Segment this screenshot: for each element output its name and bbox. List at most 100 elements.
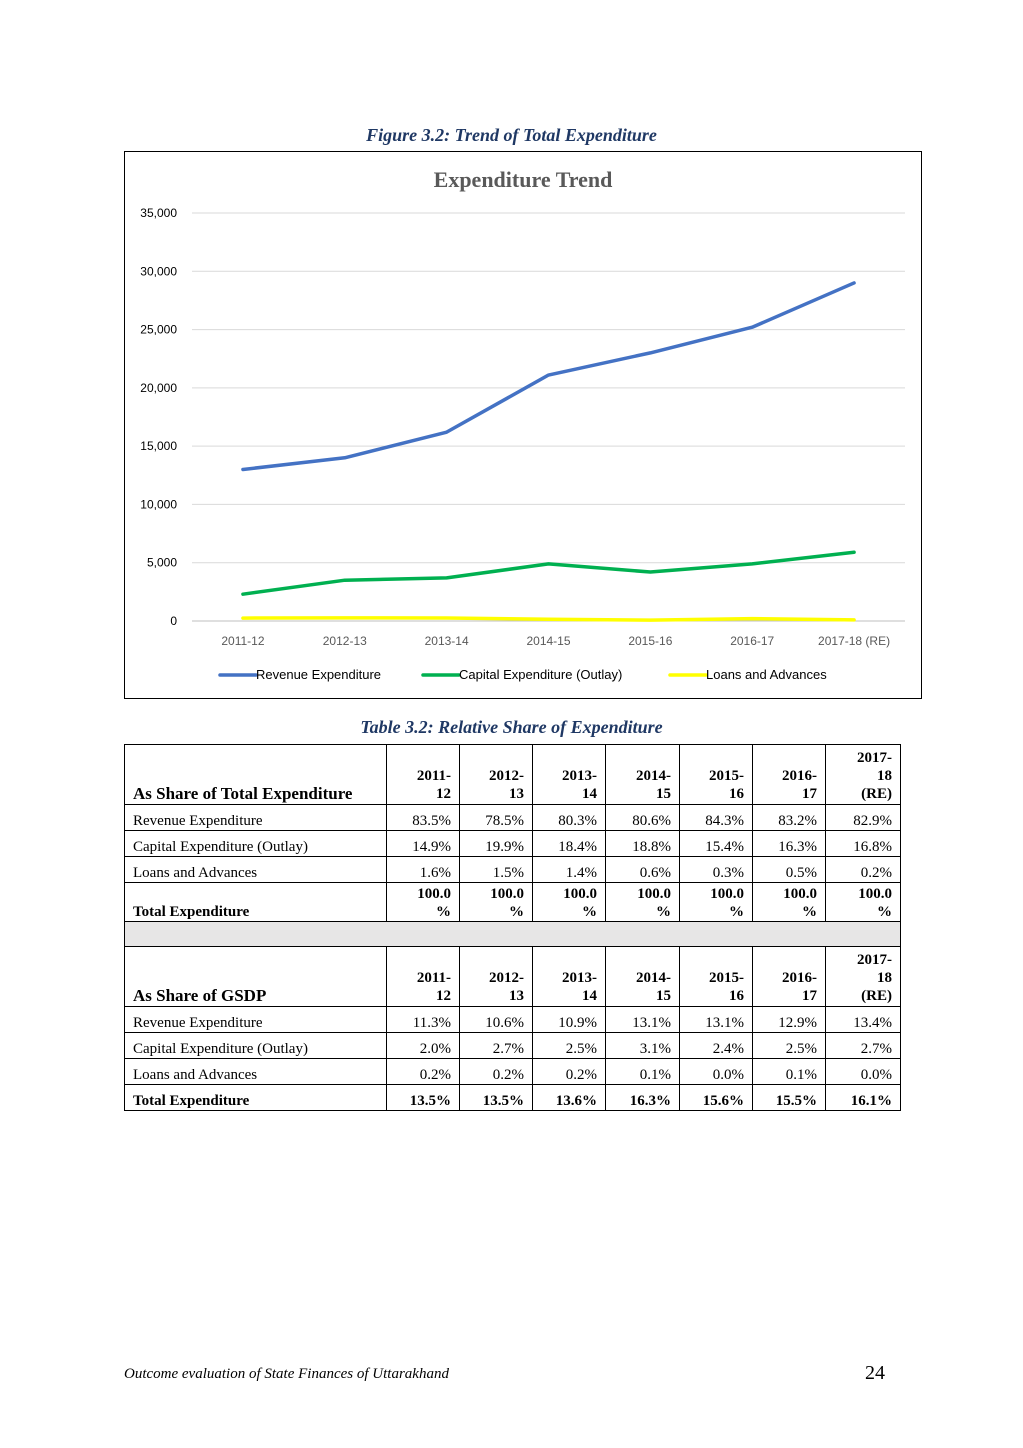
table-cell: 2.0% xyxy=(386,1032,460,1059)
row-label: Total Expenditure xyxy=(124,1084,387,1111)
table-cell: 0.2% xyxy=(386,1058,460,1085)
table-cell: 2014- 15 xyxy=(605,744,680,805)
table-cell: 13.1% xyxy=(605,1006,680,1033)
y-tick-label: 35,000 xyxy=(140,206,177,220)
table-row: Capital Expenditure (Outlay) 2.0% 2.7% 2.5%… xyxy=(124,1032,901,1059)
table-total-row: Total Expenditure 100.0% 100.0% 100.0% 100.0… xyxy=(124,882,901,922)
table-cell: 1.5% xyxy=(459,856,533,883)
x-tick-label: 2011-12 xyxy=(221,634,264,648)
row-label: Capital Expenditure (Outlay) xyxy=(124,830,387,857)
table-cell: 2011- 12 xyxy=(386,946,460,1007)
table-cell: 0.2% xyxy=(532,1058,606,1085)
table-cell: 12.9% xyxy=(752,1006,826,1033)
table-cell: 0.1% xyxy=(752,1058,826,1085)
table-cell: 83.2% xyxy=(752,804,826,831)
table-cell: 13.5% xyxy=(459,1084,533,1111)
table-cell: 100.0% xyxy=(459,882,533,922)
figure-caption: Figure 3.2: Trend of Total Expenditure xyxy=(366,125,657,145)
table-spacer-row xyxy=(124,921,901,947)
table-cell: 100.0% xyxy=(825,882,901,922)
table-cell: 84.3% xyxy=(679,804,753,831)
table-cell: 16.3% xyxy=(752,830,826,857)
table-cell: 2.5% xyxy=(532,1032,606,1059)
table-cell: 0.3% xyxy=(679,856,753,883)
table-header-row: As Share of Total Expenditure 2011- 12 2012… xyxy=(124,744,901,805)
table-cell: 2013- 14 xyxy=(532,946,606,1007)
series-line xyxy=(241,616,856,622)
table-cell: 13.4% xyxy=(825,1006,901,1033)
table-cell: 2.7% xyxy=(459,1032,533,1059)
table-cell: 2014- 15 xyxy=(605,946,680,1007)
row-label: Total Expenditure xyxy=(124,882,387,922)
table-cell: 10.6% xyxy=(459,1006,533,1033)
page-number: 24 xyxy=(865,1362,885,1384)
row-label: Revenue Expenditure xyxy=(124,1006,387,1033)
row-label: Capital Expenditure (Outlay) xyxy=(124,1032,387,1059)
table-cell: 2013- 14 xyxy=(532,744,606,805)
table-cell: 2016- 17 xyxy=(752,744,826,805)
table-cell: 0.5% xyxy=(752,856,826,883)
table-cell: 2012- 13 xyxy=(459,744,533,805)
x-tick-label: 2016-17 xyxy=(730,634,774,648)
series-line xyxy=(241,550,856,596)
table-cell: 100.0% xyxy=(532,882,606,922)
table-cell: 15.6% xyxy=(679,1084,753,1111)
table-cell: 2012- 13 xyxy=(459,946,533,1007)
table-row: Revenue Expenditure 83.5% 78.5% 80.3% 80.6% 8… xyxy=(124,804,901,831)
series-line xyxy=(241,281,856,472)
table-cell: 2015- 16 xyxy=(679,946,753,1007)
table-cell: 2015- 16 xyxy=(679,744,753,805)
row-label: Loans and Advances xyxy=(124,1058,387,1085)
legend-label: Revenue Expenditure xyxy=(256,667,381,682)
chart-frame: Expenditure Trend 0 5,000 10,000 15,000 20,00… xyxy=(124,151,922,699)
expenditure-line-chart: Expenditure Trend 0 5,000 10,000 15,000 20,00… xyxy=(140,167,905,682)
footer-text: Outcome evaluation of State Finances of … xyxy=(124,1366,449,1382)
table-row: Loans and Advances 1.6% 1.5% 1.4% 0.6% 0.3% 0.… xyxy=(124,856,901,883)
table-row: Loans and Advances 0.2% 0.2% 0.2% 0.1% 0.0% 0.… xyxy=(124,1058,901,1085)
table-cell: 3.1% xyxy=(605,1032,680,1059)
table-cell: 13.1% xyxy=(679,1006,753,1033)
table-cell: 2.5% xyxy=(752,1032,826,1059)
table-cell: 2017- 18 (RE) xyxy=(825,744,901,805)
table-cell: 2.7% xyxy=(825,1032,901,1059)
table-cell: 11.3% xyxy=(386,1006,460,1033)
table-cell: 82.9% xyxy=(825,804,901,831)
x-tick-label: 2015-16 xyxy=(628,634,672,648)
table-cell: 10.9% xyxy=(532,1006,606,1033)
y-tick-label: 25,000 xyxy=(140,323,177,337)
legend-label: Capital Expenditure (Outlay) xyxy=(459,667,622,682)
table-cell: 18.4% xyxy=(532,830,606,857)
row-label: As Share of GSDP xyxy=(124,946,387,1007)
table-cell: 100.0% xyxy=(752,882,826,922)
table-cell: 16.3% xyxy=(605,1084,680,1111)
y-tick-label: 20,000 xyxy=(140,381,177,395)
table-cell: 2016- 17 xyxy=(752,946,826,1007)
table-cell: 0.2% xyxy=(825,856,901,883)
table-cell: 80.6% xyxy=(605,804,680,831)
table-caption: Table 3.2: Relative Share of Expenditure xyxy=(360,717,663,737)
table-cell: 80.3% xyxy=(532,804,606,831)
table-cell: 0.0% xyxy=(679,1058,753,1085)
y-tick-label: 0 xyxy=(170,614,177,628)
x-tick-label: 2012-13 xyxy=(323,634,367,648)
legend-label: Loans and Advances xyxy=(706,667,827,682)
table-cell: 15.4% xyxy=(679,830,753,857)
table-cell: 16.8% xyxy=(825,830,901,857)
table-cell: 19.9% xyxy=(459,830,533,857)
table-cell: 0.0% xyxy=(825,1058,901,1085)
expenditure-share-table: As Share of Total Expenditure 2011- 12 2012… xyxy=(124,744,901,1111)
table-cell: 2.4% xyxy=(679,1032,753,1059)
row-label: Revenue Expenditure xyxy=(124,804,387,831)
table-row: Capital Expenditure (Outlay) 14.9% 19.9% 18… xyxy=(124,830,901,857)
table-header-row: As Share of GSDP 2011- 12 2012- 13 2013- 14 201… xyxy=(124,946,901,1007)
table-cell: 13.6% xyxy=(532,1084,606,1111)
table-cell: 100.0% xyxy=(386,882,460,922)
table-cell: 2011- 12 xyxy=(386,744,460,805)
y-tick-label: 30,000 xyxy=(140,264,177,278)
table-cell: 16.1% xyxy=(825,1084,901,1111)
table-cell: 1.6% xyxy=(386,856,460,883)
table-cell: 1.4% xyxy=(532,856,606,883)
table-cell: 2017- 18 (RE) xyxy=(825,946,901,1007)
table-total-row: Total Expenditure 13.5% 13.5% 13.6% 16.3% 15.… xyxy=(124,1084,901,1111)
spacer-cell xyxy=(124,921,901,947)
